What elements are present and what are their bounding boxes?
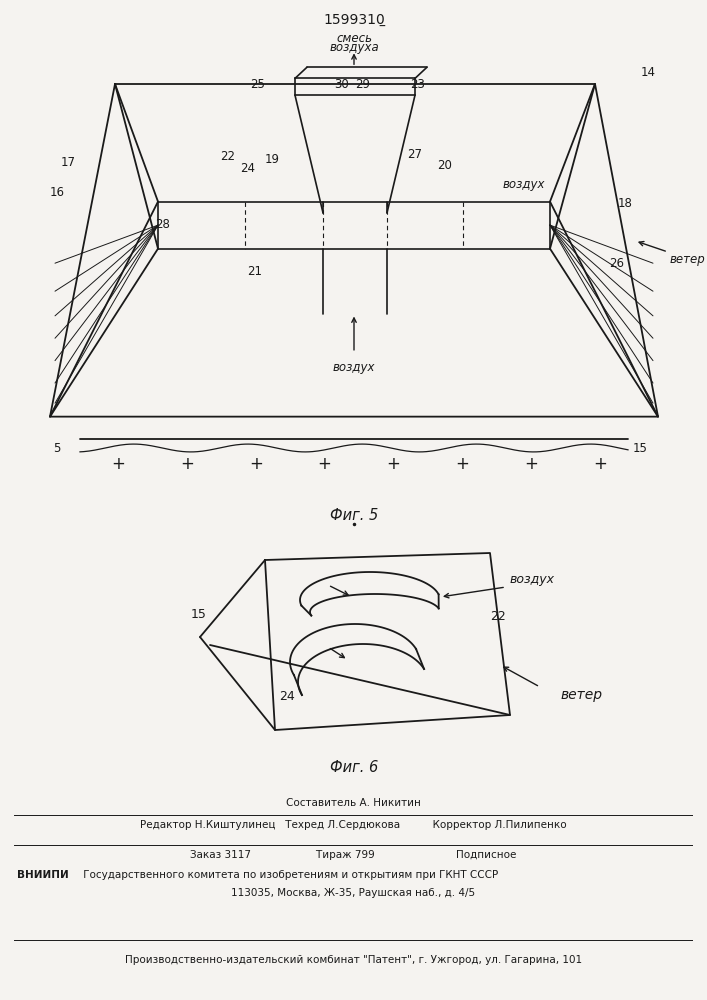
Text: 1599310: 1599310 [323, 13, 385, 27]
Text: +: + [524, 455, 538, 473]
Text: смесь: смесь [336, 32, 372, 45]
Text: +: + [455, 455, 469, 473]
Text: +: + [180, 455, 194, 473]
Text: +: + [249, 455, 263, 473]
Text: 22: 22 [221, 150, 235, 163]
Text: воздуха: воздуха [329, 41, 379, 54]
Text: 14: 14 [641, 66, 655, 79]
Text: 26: 26 [609, 257, 624, 270]
Text: 22: 22 [490, 610, 506, 624]
Text: Фиг. 5: Фиг. 5 [330, 508, 378, 523]
Text: Заказ 3117                    Тираж 799                         Подписное: Заказ 3117 Тираж 799 Подписное [190, 850, 517, 860]
Text: 29: 29 [356, 78, 370, 91]
Text: 24: 24 [240, 161, 255, 174]
Text: Фиг. 6: Фиг. 6 [330, 760, 378, 774]
Text: 15: 15 [633, 442, 648, 454]
Text: 27: 27 [407, 148, 423, 161]
Text: Производственно-издательский комбинат "Патент", г. Ужгород, ул. Гагарина, 101: Производственно-издательский комбинат "П… [125, 955, 582, 965]
Text: 15: 15 [191, 608, 207, 621]
Text: 24: 24 [279, 690, 295, 703]
Text: +: + [317, 455, 332, 473]
Text: ветер: ветер [670, 253, 706, 266]
Text: 30: 30 [334, 78, 349, 91]
Text: 17: 17 [61, 156, 76, 169]
Text: Составитель А. Никитин: Составитель А. Никитин [286, 798, 421, 808]
Text: 16: 16 [49, 186, 64, 199]
Text: воздух: воздух [510, 574, 555, 586]
Text: Редактор Н.Киштулинец   Техред Л.Сердюкова          Корректор Л.Пилипенко: Редактор Н.Киштулинец Техред Л.Сердюкова… [140, 820, 567, 830]
Text: воздух: воздух [503, 178, 546, 191]
Text: 23: 23 [411, 78, 426, 91]
Text: 28: 28 [156, 218, 170, 231]
Text: ВНИИПИ: ВНИИПИ [17, 870, 69, 880]
Text: 19: 19 [264, 153, 279, 166]
Text: 113035, Москва, Ж-35, Раушская наб., д. 4/5: 113035, Москва, Ж-35, Раушская наб., д. … [231, 888, 476, 898]
Text: –: – [378, 20, 385, 34]
Text: 20: 20 [438, 159, 452, 172]
Text: +: + [593, 455, 607, 473]
Text: +: + [387, 455, 400, 473]
Text: ветер: ветер [560, 688, 602, 702]
Text: +: + [111, 455, 125, 473]
Text: воздух: воздух [333, 361, 375, 374]
Text: 25: 25 [250, 78, 265, 91]
Text: 18: 18 [617, 197, 633, 210]
Text: Государственного комитета по изобретениям и открытиям при ГКНТ СССР: Государственного комитета по изобретения… [80, 870, 498, 880]
Text: 5: 5 [53, 442, 61, 454]
Text: 21: 21 [247, 265, 262, 278]
